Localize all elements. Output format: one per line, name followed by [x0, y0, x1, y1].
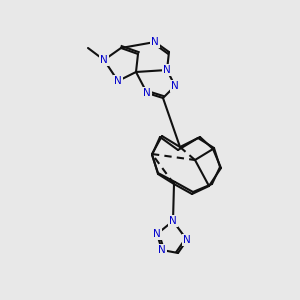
Text: N: N	[153, 229, 161, 239]
Text: N: N	[143, 88, 151, 98]
Text: N: N	[163, 65, 171, 75]
Text: N: N	[114, 76, 122, 86]
Text: N: N	[158, 245, 166, 255]
Text: N: N	[171, 81, 179, 91]
Text: N: N	[100, 55, 108, 65]
Text: N: N	[151, 37, 159, 47]
Text: N: N	[169, 216, 177, 226]
Text: N: N	[183, 235, 191, 245]
